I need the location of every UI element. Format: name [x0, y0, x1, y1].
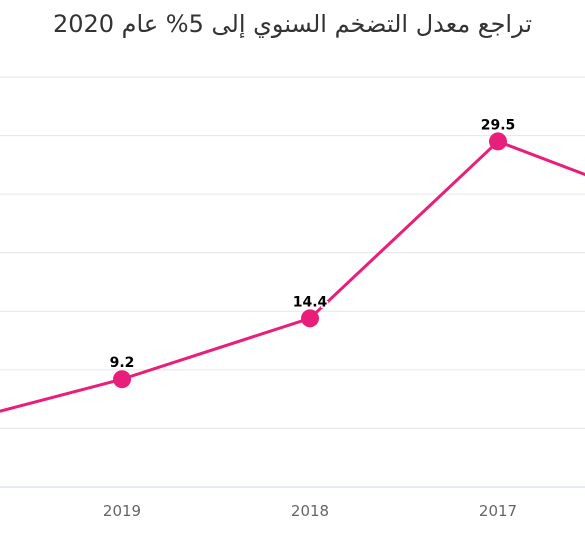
chart-title: تراجع معدل التضخم السنوي إلى 5% عام 2020	[52, 10, 533, 38]
series-line	[0, 139, 585, 413]
data-points	[113, 132, 507, 389]
x-tick-labels: 20202019201820172016	[103, 502, 517, 520]
data-label: 9.2	[110, 355, 135, 371]
data-labels: 59.214.429.523.4	[108, 116, 517, 373]
data-label: 14.4	[293, 294, 328, 310]
data-label: 29.5	[481, 117, 516, 133]
x-tick-label: 2019	[103, 502, 141, 520]
data-point[interactable]	[489, 132, 507, 151]
x-tick-label: 2017	[479, 502, 517, 520]
data-point[interactable]	[113, 370, 131, 389]
gridlines	[0, 76, 585, 429]
data-point[interactable]	[301, 309, 319, 328]
x-tick-label: 2018	[291, 502, 329, 520]
